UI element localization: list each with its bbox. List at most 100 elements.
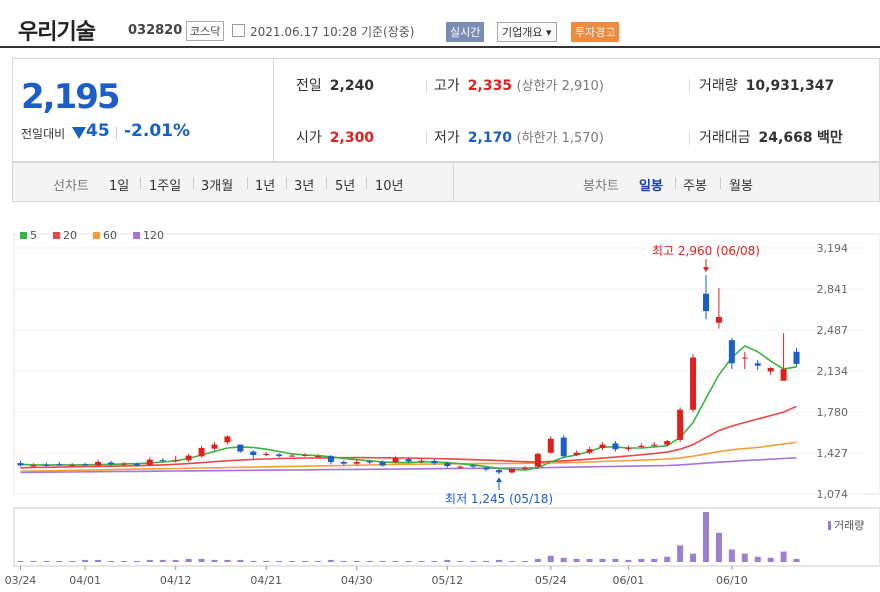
volume-bar: [133, 560, 140, 562]
tab-10y[interactable]: 10년: [375, 179, 404, 194]
volume-bar: [560, 557, 567, 562]
x-tick-label: 04/21: [250, 574, 282, 587]
candle-body: [599, 444, 606, 449]
candle-body: [715, 316, 722, 323]
volume-bar: [327, 559, 334, 562]
tab-1d[interactable]: 1일: [109, 179, 130, 194]
day-high: 고가 2,335 (상한가 2,910): [434, 78, 604, 94]
company-overview-button[interactable]: 기업개요 ▾: [497, 22, 557, 42]
x-tick-label: 04/01: [69, 574, 101, 587]
y-tick-label: 2,487: [817, 324, 849, 337]
candle-body: [366, 461, 373, 463]
candle-body: [521, 467, 528, 469]
legend-label: 120: [143, 229, 164, 242]
volume-bar: [108, 560, 115, 562]
tab-weekly[interactable]: 주봉: [683, 179, 707, 194]
candle-body: [728, 340, 735, 364]
quote-datetime: 2021.06.17 10:28 기준(장중): [250, 25, 415, 39]
candle-body: [793, 351, 800, 364]
tab-1y[interactable]: 1년: [255, 179, 276, 194]
volume-bar: [586, 558, 593, 562]
divider: [689, 131, 690, 145]
volume-bar: [534, 558, 541, 562]
candle-body: [586, 449, 593, 453]
candle-body: [470, 465, 477, 467]
volume-bar: [314, 560, 321, 562]
divider: [426, 79, 427, 93]
legend-swatch: [53, 232, 60, 239]
volume-bar: [508, 560, 515, 562]
candle-body: [392, 458, 399, 462]
divider: [720, 177, 721, 189]
candle-body: [56, 464, 63, 466]
realtime-button[interactable]: 실시간: [446, 22, 485, 42]
volume-bar: [159, 559, 166, 562]
volume-bar: [612, 558, 619, 562]
candle-body: [327, 456, 334, 462]
candle-body: [405, 459, 412, 462]
y-tick-label: 3,194: [817, 242, 849, 255]
line-chart-label: 선차트: [53, 179, 89, 194]
volume-panel-frame: [13, 507, 880, 567]
divider: [366, 177, 367, 189]
volume-bar: [444, 559, 451, 562]
x-tick-label: 04/12: [160, 574, 192, 587]
stock-chart: 3,194 2,841 2,487 2,134 1,780 1,427 1,074 03/24…: [5, 229, 880, 587]
x-tick-label: 03/24: [5, 574, 37, 587]
volume-bar: [702, 512, 709, 562]
volume-bar: [715, 532, 722, 562]
volume-bar: [638, 558, 645, 562]
candle-body: [702, 293, 709, 312]
day-low: 저가 2,170 (하한가 1,570): [434, 130, 604, 146]
candle-body: [534, 453, 541, 467]
candle-body: [741, 357, 748, 359]
candle-body: [664, 441, 671, 445]
candle-body: [612, 443, 619, 450]
x-tick-label: 05/12: [431, 574, 463, 587]
volume-bar: [276, 560, 283, 562]
y-tick-label: 1,780: [817, 406, 849, 419]
divider: [140, 177, 141, 189]
price-change-percent: -2.01%: [124, 121, 191, 141]
candle-body: [625, 448, 632, 450]
tab-3y[interactable]: 3년: [294, 179, 315, 194]
tab-1w[interactable]: 1주일: [149, 179, 182, 194]
divider: [247, 177, 248, 189]
divider: [193, 177, 194, 189]
stock-code: 032820: [128, 23, 183, 38]
calendar-icon: [232, 24, 245, 37]
volume-bar: [43, 560, 50, 562]
candle-body: [767, 367, 774, 372]
down-arrow-icon: [72, 127, 86, 139]
candle-body: [314, 456, 321, 458]
volume-bar: [379, 560, 386, 562]
volume-bar: [198, 558, 205, 562]
volume-bar: [146, 559, 153, 562]
candle-body: [95, 461, 102, 466]
volume-bar: [754, 556, 761, 562]
divider: [675, 177, 676, 189]
volume-bar: [677, 545, 684, 562]
tab-5y[interactable]: 5년: [335, 179, 356, 194]
prev-close: 전일 2,240: [296, 78, 375, 94]
volume-bar: [483, 560, 490, 562]
y-tick-label: 2,134: [817, 365, 849, 378]
legend-label: 5: [30, 229, 37, 242]
volume-bar: [250, 560, 257, 562]
volume-bar: [366, 560, 373, 562]
candle-body: [69, 464, 76, 466]
investment-warning-badge[interactable]: 투자경고: [571, 22, 620, 42]
volume-bar: [56, 560, 63, 562]
legend-swatch: [20, 232, 27, 239]
volume-bar: [224, 559, 231, 562]
candle-body: [651, 444, 658, 446]
volume-bar: [457, 560, 464, 562]
volume-bar: [728, 549, 735, 562]
volume-bar: [741, 553, 748, 562]
x-tick-label: 06/10: [716, 574, 748, 587]
tab-3m[interactable]: 3개월: [201, 179, 234, 194]
tab-daily[interactable]: 일봉: [639, 179, 663, 194]
tab-monthly[interactable]: 월봉: [729, 179, 753, 194]
candle-body: [30, 465, 37, 467]
volume-bar: [237, 559, 244, 562]
